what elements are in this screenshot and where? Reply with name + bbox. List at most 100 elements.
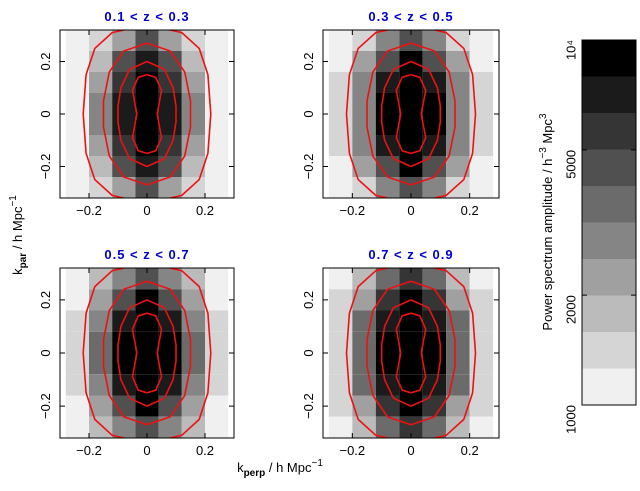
colorbar-band [582, 295, 636, 332]
contour [410, 312, 427, 354]
contour [131, 352, 148, 394]
heat-cell [112, 51, 136, 72]
contour [117, 353, 148, 407]
heat-cell [135, 114, 159, 135]
contour [102, 114, 148, 186]
colorbar-tick-label: 2000 [563, 295, 578, 324]
heat-cell [112, 289, 136, 311]
contour [146, 114, 192, 186]
x-tick-label: 0.2 [461, 443, 479, 458]
panel: −0.2 0 0.2 −0.2 0 0.2 0.7 < z < 0.9 [301, 247, 500, 458]
x-tick-label: 0.2 [461, 203, 479, 218]
heat-cell [352, 93, 376, 114]
heat-cell [469, 353, 494, 375]
heat-cell [135, 289, 159, 311]
colorbar-band [582, 368, 636, 405]
heat-cell [328, 289, 353, 311]
contour [366, 353, 412, 426]
heat-cell [352, 177, 376, 198]
heat-cell [328, 395, 353, 417]
heat-cell [65, 310, 89, 332]
contour [146, 73, 163, 115]
contour [380, 299, 412, 353]
contour [410, 114, 442, 168]
heat-cell [205, 353, 229, 375]
heat-cell [135, 353, 159, 375]
heat-cell [112, 416, 136, 438]
heat-cell [399, 310, 423, 332]
heat-cell [181, 177, 205, 198]
colorbar-band [582, 40, 636, 77]
heat-cell [65, 177, 89, 198]
heat-cell [89, 51, 113, 72]
contour [102, 353, 148, 426]
colorbar-band [582, 332, 636, 369]
panel-title: 0.7 < z < 0.9 [368, 247, 453, 262]
heat-cell [181, 416, 205, 438]
heat-cell [181, 156, 205, 177]
heat-cell [469, 374, 494, 396]
contour [410, 353, 456, 426]
heat-cell [65, 374, 89, 396]
heat-cell [112, 177, 136, 198]
colorbar-tick-label: 1000 [563, 405, 578, 434]
heat-cell [135, 310, 159, 332]
contour [166, 30, 212, 115]
heat-cell [352, 416, 376, 438]
contour [82, 113, 128, 198]
heat-cell [135, 93, 159, 114]
heat-cell [446, 268, 470, 290]
heat-cell [89, 156, 113, 177]
heat-cell [158, 156, 182, 177]
heat-cell [446, 353, 470, 375]
heat-cell [328, 114, 353, 135]
heat-cell [65, 114, 89, 135]
heat-cell [205, 395, 229, 417]
heat-cell [375, 177, 400, 198]
heat-cell [158, 416, 182, 438]
heat-cell [375, 51, 400, 72]
contour [410, 299, 442, 353]
heat-cell [135, 72, 159, 93]
heat-cell [399, 93, 423, 114]
x-tick-label: 0 [143, 203, 150, 218]
panel: −0.2 0 0.2 −0.2 0 0.2 0.5 < z < 0.7 [38, 247, 235, 458]
contour [146, 114, 177, 168]
contour [410, 113, 427, 155]
panel: −0.2 0 0.2 −0.2 0 0.2 0.1 < z < 0.3 [38, 9, 235, 218]
heat-cell [65, 51, 89, 72]
heat-cell [181, 51, 205, 72]
label-main: k [237, 460, 244, 475]
heat-cell [469, 156, 494, 177]
contour [410, 73, 427, 115]
x-tick-label: −0.2 [76, 203, 102, 218]
colorbar-tick-label: 5000 [563, 150, 578, 179]
contour [410, 114, 456, 186]
colorbar-frame [581, 39, 637, 406]
heat-cell [181, 268, 205, 290]
heat-cell [328, 331, 353, 353]
heat-cell [205, 114, 229, 135]
heat-cell [158, 177, 182, 198]
colorbar: 1000 2000 5000 10⁴ [563, 39, 637, 434]
heat-cell [205, 177, 229, 198]
contour [366, 280, 412, 353]
contour [102, 42, 148, 114]
contour [102, 280, 148, 353]
colorbar-band [582, 76, 636, 113]
heat-cell [352, 353, 376, 375]
heat-cell [205, 331, 229, 353]
label-sub: par [18, 253, 29, 269]
contour [131, 312, 148, 354]
contour [430, 113, 477, 198]
heat-cell [328, 177, 353, 198]
y-tick-label: 0.2 [301, 291, 316, 309]
heat-cell [112, 395, 136, 417]
x-tick-label: 0 [407, 443, 414, 458]
heat-cell [89, 331, 113, 353]
heat-cell [205, 310, 229, 332]
heat-cell [328, 310, 353, 332]
heat-cell [446, 177, 470, 198]
contour [146, 113, 163, 155]
heat-cell [422, 156, 447, 177]
